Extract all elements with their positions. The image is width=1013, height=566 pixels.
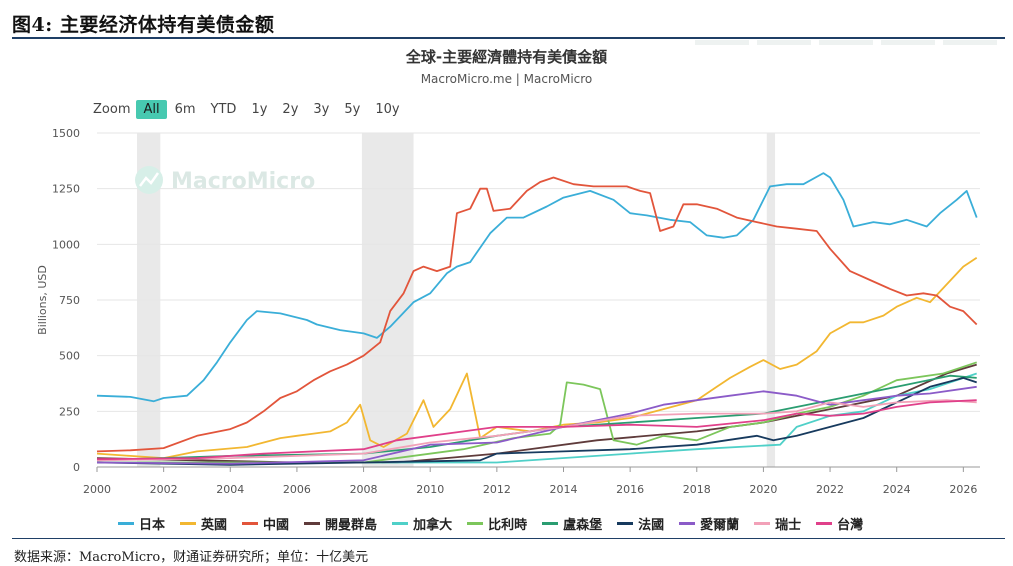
tab-strip (695, 40, 997, 45)
legend-label: 開曼群島 (325, 518, 378, 533)
legend-item[interactable]: 瑞士 (754, 514, 801, 533)
legend-item[interactable]: 開曼群島 (304, 514, 377, 533)
x-tick-label: 2012 (483, 483, 511, 496)
legend-swatch (118, 522, 134, 525)
x-tick-label: 2010 (416, 483, 444, 496)
y-tick-label: 250 (59, 405, 80, 418)
zoom-button[interactable]: YTD (210, 102, 237, 117)
tab-placeholder[interactable] (819, 40, 873, 45)
x-tick-label: 2018 (683, 483, 711, 496)
legend-item[interactable]: 加拿大 (392, 514, 452, 533)
chart-legend: 日本 英國 中國 開曼群島 加拿大 比利時 盧森堡 法國 愛爾蘭 瑞士 台灣 (118, 514, 878, 533)
chart-title: 全球-主要經濟體持有美債金額 (405, 48, 608, 66)
legend-label: 英國 (201, 518, 228, 533)
zoom-button[interactable]: 10y (375, 102, 400, 117)
x-tick-label: 2026 (949, 483, 977, 496)
y-axis-tick-labels: 0 250 500 750 1000 1250 1500 (52, 127, 80, 474)
x-tick-label: 2016 (616, 483, 644, 496)
y-tick-label: 1000 (52, 238, 80, 251)
series-line[interactable] (96, 399, 977, 461)
legend-label: 法國 (638, 518, 665, 533)
series-line[interactable] (96, 399, 977, 462)
legend-swatch (754, 522, 771, 525)
legend-label: 台灣 (837, 518, 864, 533)
legend-item[interactable]: 法國 (617, 514, 664, 533)
series-line[interactable] (96, 385, 977, 465)
legend-label: 中國 (263, 518, 290, 533)
x-tick-label: 2004 (216, 483, 244, 496)
x-tick-label: 2006 (283, 483, 311, 496)
legend-label: 瑞士 (775, 518, 802, 533)
legend-label: 加拿大 (413, 518, 453, 533)
legend-item[interactable]: 英國 (180, 514, 227, 533)
zoom-button[interactable]: 5y (344, 102, 361, 117)
y-tick-label: 1500 (52, 127, 80, 140)
x-tick-label: 2014 (549, 483, 577, 496)
grid-lines (97, 132, 980, 412)
watermark-logo: MacroMicro (135, 166, 315, 194)
bottom-rule (12, 538, 1005, 539)
legend-swatch (242, 522, 259, 525)
x-tick-label: 2008 (350, 483, 378, 496)
legend-item[interactable]: 日本 (118, 514, 165, 533)
tab-placeholder[interactable] (757, 40, 811, 45)
legend-swatch (542, 522, 559, 525)
x-axis-tick-labels: 2000 2002 2004 2006 2008 2010 2012 2014 2016 2018… (83, 467, 977, 496)
zoom-button[interactable]: 6m (174, 102, 196, 117)
legend-item[interactable]: 盧森堡 (542, 514, 602, 533)
series-line[interactable] (96, 172, 978, 403)
source-note: 数据来源：MacroMicro，财通证券研究所；单位：十亿美元 (14, 550, 369, 565)
legend-label: 比利時 (488, 518, 528, 533)
zoom-label: Zoom (93, 102, 131, 117)
legend-swatch (816, 522, 833, 525)
legend-swatch (467, 522, 484, 525)
y-tick-label: 1250 (52, 183, 80, 196)
tab-placeholder[interactable] (881, 40, 935, 45)
y-axis-label: Billions, USD (36, 265, 49, 335)
series-lines (96, 172, 978, 466)
tab-placeholder[interactable] (695, 40, 749, 45)
x-tick-label: 2000 (83, 483, 111, 496)
legend-swatch (304, 522, 321, 525)
zoom-button[interactable]: 2y (282, 102, 299, 117)
svg-text:MacroMicro: MacroMicro (171, 169, 315, 194)
legend-swatch (617, 522, 634, 525)
x-tick-label: 2020 (749, 483, 777, 496)
x-tick-label: 2002 (150, 483, 178, 496)
legend-label: 愛爾蘭 (700, 518, 740, 533)
legend-item[interactable]: 中國 (242, 514, 289, 533)
series-line[interactable] (96, 377, 977, 466)
y-tick-label: 750 (59, 294, 80, 307)
legend-label: 日本 (139, 518, 166, 533)
legend-swatch (679, 522, 696, 525)
legend-swatch (180, 522, 197, 525)
x-tick-label: 2024 (883, 483, 911, 496)
zoom-button[interactable]: 3y (313, 102, 330, 117)
legend-item[interactable]: 比利時 (467, 514, 527, 533)
legend-label: 盧森堡 (563, 518, 603, 533)
tab-placeholder[interactable] (943, 40, 997, 45)
y-tick-label: 0 (73, 461, 80, 474)
zoom-bar: Zoom All 6m YTD 1y 2y 3y 5y 10y (93, 100, 408, 119)
zoom-button[interactable]: All (136, 100, 167, 119)
zoom-button-group: All 6m YTD 1y 2y 3y 5y 10y (136, 100, 407, 119)
y-tick-label: 500 (59, 350, 80, 363)
top-rule (12, 37, 1005, 39)
series-line[interactable] (96, 256, 978, 459)
x-tick-label: 2022 (816, 483, 844, 496)
figure-title: 图4: 主要经济体持有美债金额 (12, 14, 275, 36)
chart-subtitle: MacroMicro.me | MacroMicro (420, 72, 593, 86)
legend-swatch (392, 522, 409, 525)
legend-item[interactable]: 台灣 (816, 514, 863, 533)
zoom-button[interactable]: 1y (251, 102, 268, 117)
series-line[interactable] (96, 176, 978, 453)
legend-item[interactable]: 愛爾蘭 (679, 514, 739, 533)
